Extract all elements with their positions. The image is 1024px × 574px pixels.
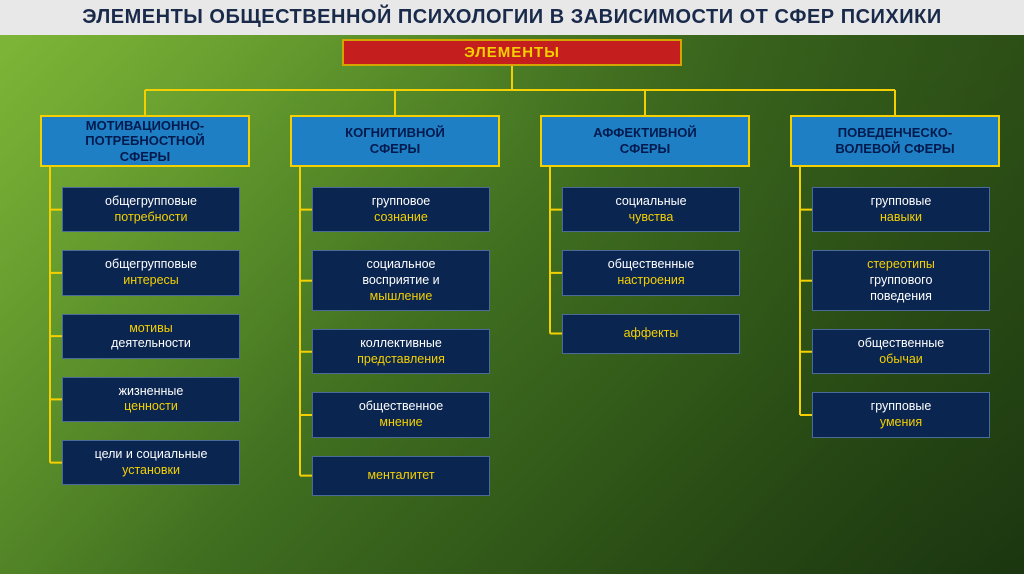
- category-box: ПОВЕДЕНЧЕСКО-ВОЛЕВОЙ СФЕРЫ: [790, 115, 1000, 167]
- item-box: менталитет: [312, 456, 490, 496]
- root-node: ЭЛЕМЕНТЫ: [342, 39, 682, 66]
- category-box: АФФЕКТИВНОЙСФЕРЫ: [540, 115, 750, 167]
- column-motivational: МОТИВАЦИОННО-ПОТРЕБНОСТНОЙСФЕРЫ общегруп…: [40, 115, 250, 503]
- diagram-canvas: ЭЛЕМЕНТЫ МОТИВАЦИОННО-ПОТРЕБНОСТНОЙСФЕРЫ…: [0, 35, 1024, 573]
- category-box: КОГНИТИВНОЙСФЕРЫ: [290, 115, 500, 167]
- items-list: групповоесознание социальноевосприятие им…: [312, 187, 500, 496]
- item-box: групповоесознание: [312, 187, 490, 232]
- item-box: общественныеобычаи: [812, 329, 990, 374]
- item-box: коллективныепредставления: [312, 329, 490, 374]
- item-box: групповыенавыки: [812, 187, 990, 232]
- item-box: общественноемнение: [312, 392, 490, 437]
- column-affective: АФФЕКТИВНОЙСФЕРЫ социальныечувства общест…: [540, 115, 750, 372]
- item-box: жизненныеценности: [62, 377, 240, 422]
- items-list: общегрупповыепотребности общегрупповыеинт…: [62, 187, 250, 485]
- column-cognitive: КОГНИТИВНОЙСФЕРЫ групповоесознание социал…: [290, 115, 500, 514]
- item-box: общегрупповыеинтересы: [62, 250, 240, 295]
- page-title: ЭЛЕМЕНТЫ ОБЩЕСТВЕННОЙ ПСИХОЛОГИИ В ЗАВИС…: [0, 0, 1024, 35]
- item-box: социальноевосприятие имышление: [312, 250, 490, 311]
- item-box: общественныенастроения: [562, 250, 740, 295]
- item-box: цели и социальныеустановки: [62, 440, 240, 485]
- column-behavioral: ПОВЕДЕНЧЕСКО-ВОЛЕВОЙ СФЕРЫ групповыенавы…: [790, 115, 1000, 456]
- item-box: социальныечувства: [562, 187, 740, 232]
- item-box: групповыеумения: [812, 392, 990, 437]
- item-box: общегрупповыепотребности: [62, 187, 240, 232]
- items-list: социальныечувства общественныенастроения а…: [562, 187, 750, 354]
- item-box: аффекты: [562, 314, 740, 354]
- item-box: стереотипыгрупповогоповедения: [812, 250, 990, 311]
- category-box: МОТИВАЦИОННО-ПОТРЕБНОСТНОЙСФЕРЫ: [40, 115, 250, 167]
- item-box: мотивыдеятельности: [62, 314, 240, 359]
- items-list: групповыенавыки стереотипыгрупповогоповед…: [812, 187, 1000, 438]
